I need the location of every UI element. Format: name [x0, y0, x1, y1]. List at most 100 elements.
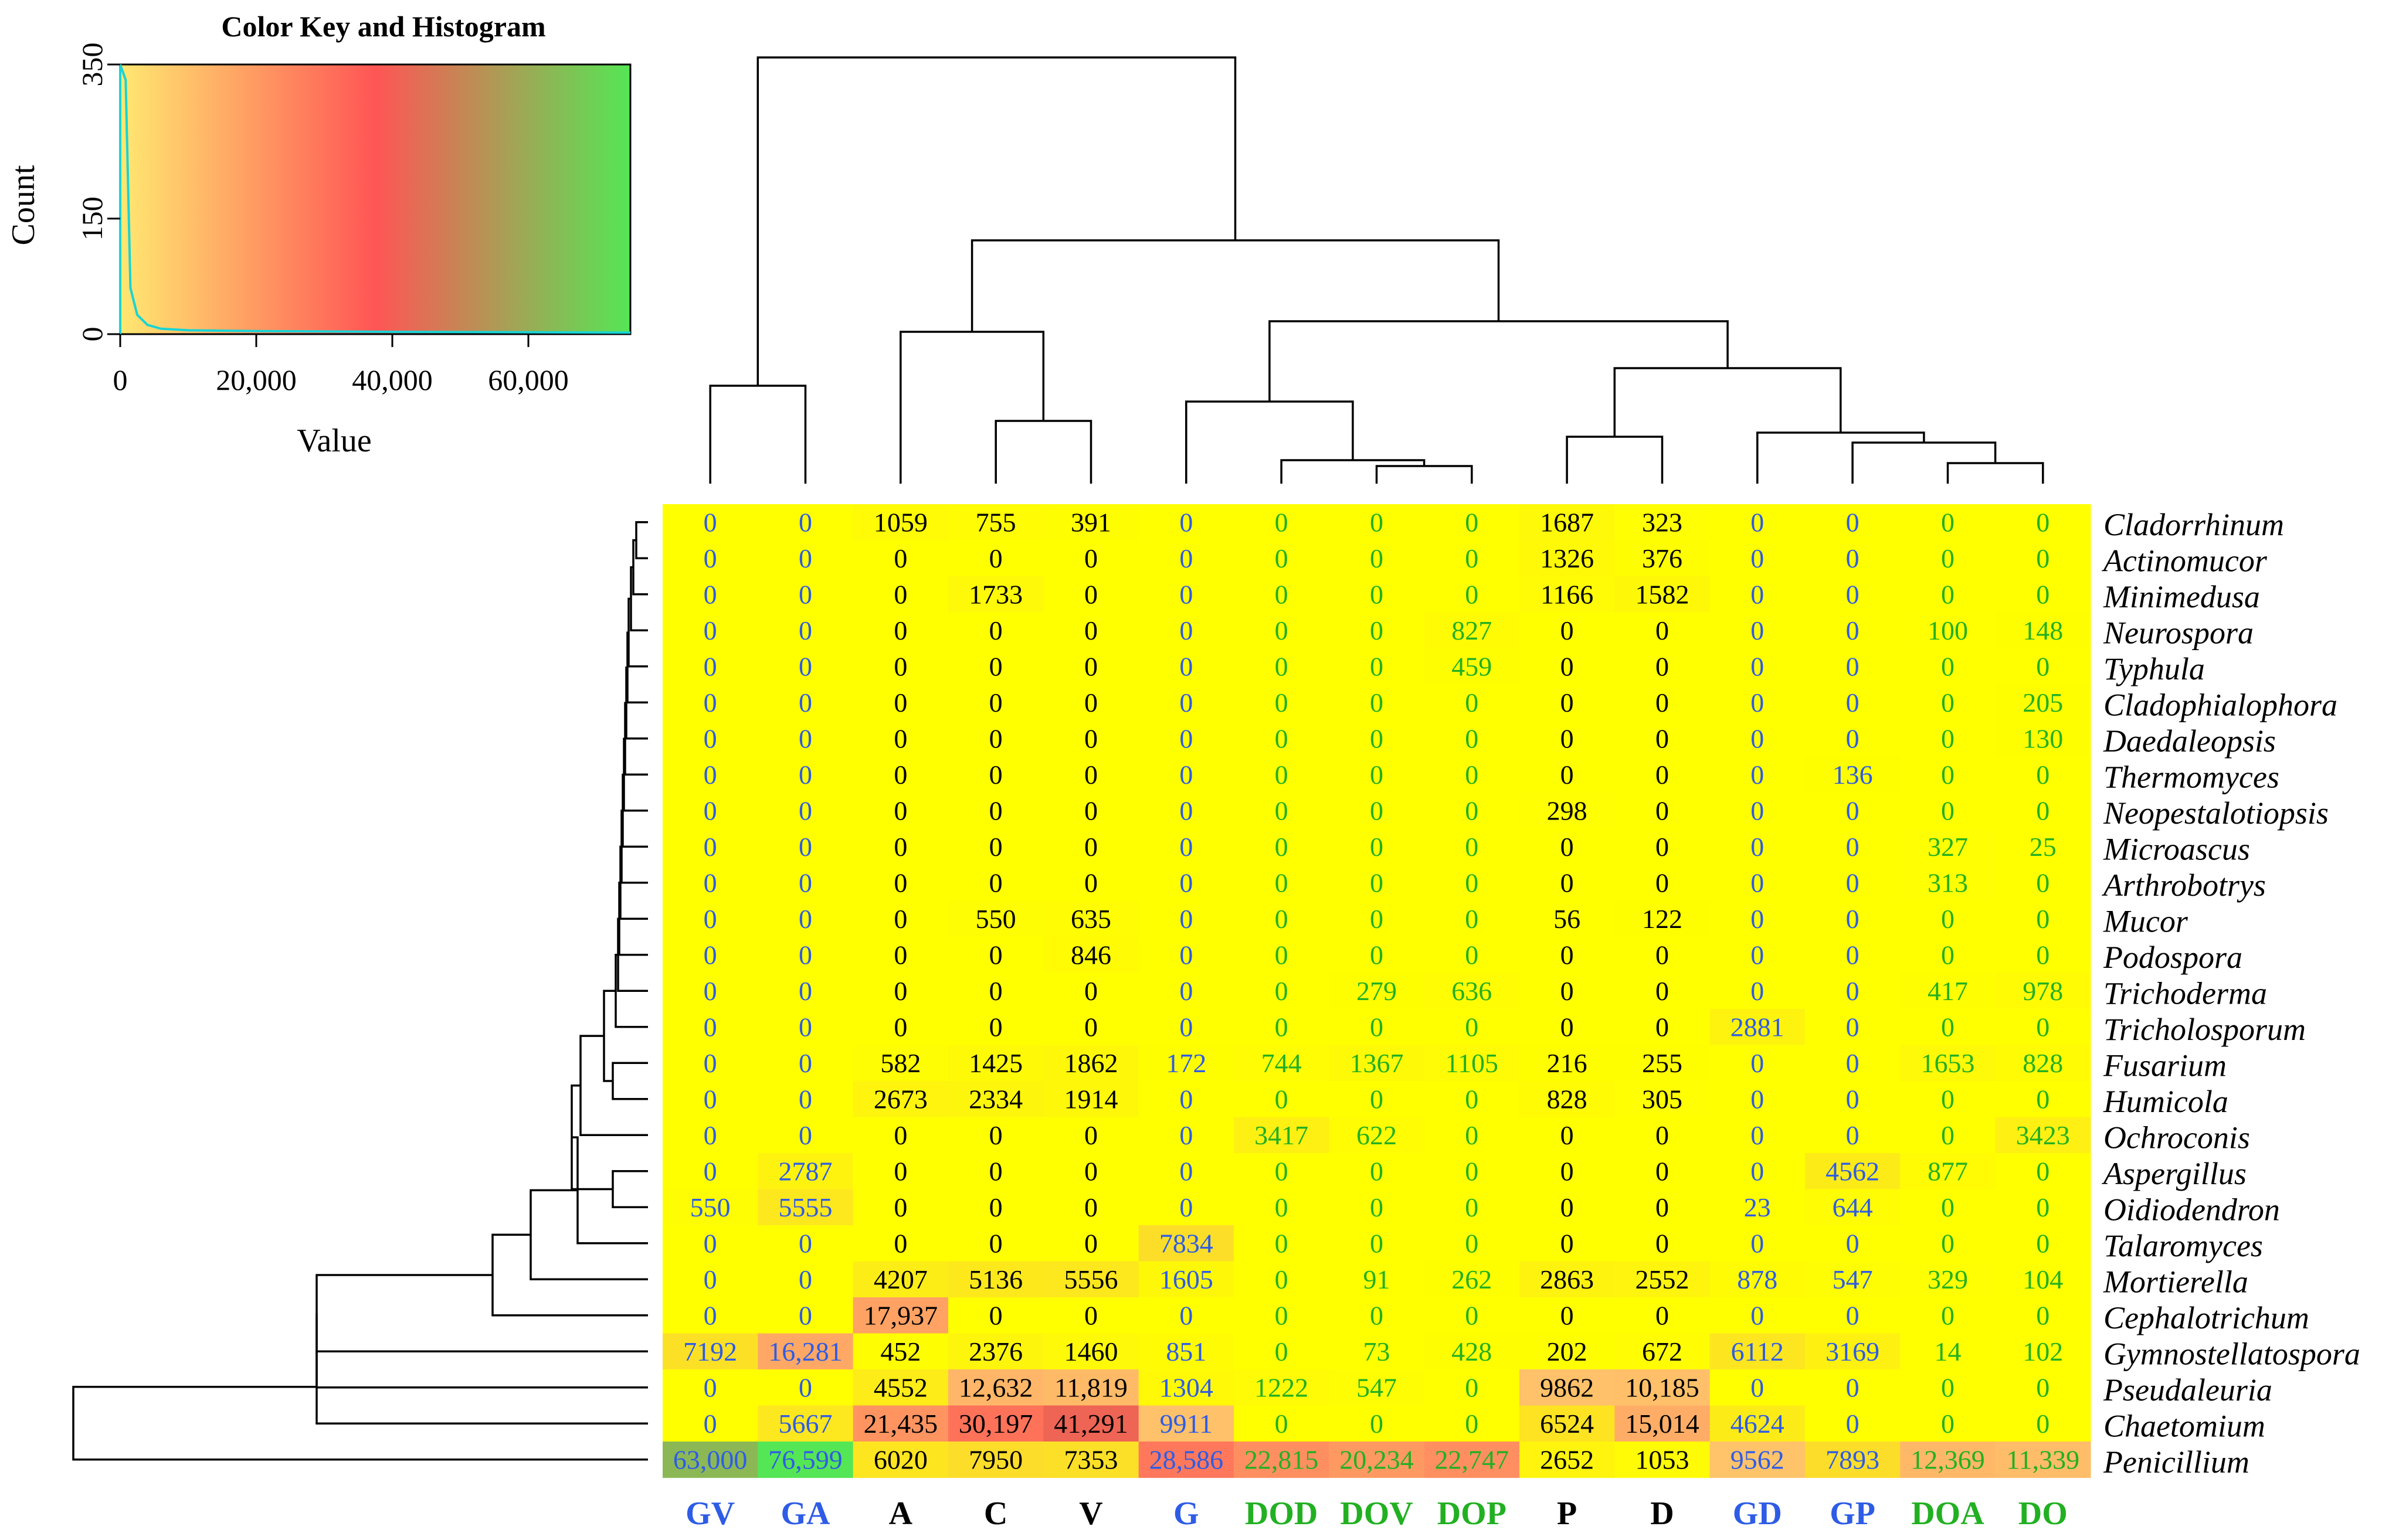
- heatmap-cell-value: 0: [2036, 579, 2050, 609]
- heatmap-cell: [1709, 1261, 1806, 1298]
- heatmap-cell-value: 0: [1560, 651, 1574, 681]
- heatmap-cell-value: 1367: [1349, 1048, 1403, 1078]
- heatmap-cell-value: 1653: [1920, 1048, 1974, 1078]
- heatmap-cell-value: 0: [1655, 688, 1669, 718]
- heatmap-cell-value: 12,632: [959, 1372, 1033, 1402]
- heatmap-cell: [663, 756, 758, 793]
- heatmap-cell: [1043, 1153, 1139, 1190]
- heatmap-cell-value: 0: [704, 904, 717, 934]
- heatmap-cell-value: 0: [2036, 1012, 2050, 1042]
- heatmap-cell-value: 0: [1275, 904, 1288, 934]
- heatmap-cell: [1233, 504, 1329, 541]
- heatmap-cell: [663, 1261, 758, 1298]
- heatmap-cell-value: 11,819: [1054, 1372, 1128, 1402]
- heatmap-cell-value: 9862: [1540, 1372, 1594, 1402]
- heatmap-cell-value: 0: [1846, 1228, 1860, 1258]
- heatmap-cell: [1995, 576, 2091, 613]
- row-label: Humicola: [2103, 1084, 2228, 1119]
- heatmap-cell: [1614, 828, 1711, 865]
- heatmap-cell-value: 1222: [1254, 1372, 1308, 1402]
- heatmap-cell-value: 0: [1275, 1264, 1288, 1294]
- heatmap-cell: [1995, 1045, 2091, 1082]
- heatmap-cell: [1995, 1225, 2091, 1262]
- heatmap-cell: [1424, 684, 1520, 721]
- heatmap-cell: [1614, 540, 1711, 577]
- heatmap-cell-value: 550: [976, 904, 1016, 934]
- heatmap-cell: [1995, 1153, 2091, 1190]
- heatmap-cell-value: 1304: [1159, 1372, 1213, 1402]
- heatmap-cell: [1804, 1261, 1901, 1298]
- heatmap-cell: [1043, 1297, 1139, 1334]
- heatmap-cell-value: 0: [799, 904, 812, 934]
- heatmap-cell: [853, 1225, 949, 1262]
- row-label: Podospora: [2103, 940, 2242, 975]
- column-dendrogram-branch: [709, 385, 807, 484]
- heatmap-cell-value: 22,815: [1244, 1444, 1319, 1474]
- heatmap-cell-value: 0: [1750, 868, 1764, 898]
- heatmap-cell: [663, 937, 758, 974]
- heatmap-cell: [758, 828, 854, 865]
- heatmap-cell-value: 0: [1084, 1192, 1098, 1222]
- heatmap-cell-value: 0: [1750, 832, 1764, 862]
- heatmap-cell: [758, 1225, 854, 1262]
- heatmap-cell: [1804, 1333, 1901, 1370]
- heatmap-cell: [1329, 1369, 1425, 1406]
- heatmap-cell-value: 0: [1846, 796, 1860, 825]
- color-key-gradient: [119, 63, 632, 335]
- heatmap-cell: [853, 793, 949, 830]
- heatmap-cell-value: 428: [1451, 1337, 1492, 1366]
- heatmap-cell: [1995, 684, 2091, 721]
- heatmap-cell: [1138, 1297, 1234, 1334]
- heatmap-cell-value: 0: [1370, 1156, 1383, 1186]
- heatmap-cell: [1804, 1045, 1901, 1082]
- row-label: Gymnostellatospora: [2103, 1336, 2360, 1371]
- heatmap-cell: [1614, 756, 1711, 793]
- heatmap-cell: [1424, 612, 1520, 649]
- heatmap-cell-value: 323: [1642, 507, 1682, 537]
- heatmap-cell-value: 0: [894, 868, 907, 898]
- heatmap-cell: [1329, 1261, 1425, 1298]
- heatmap-cell: [1424, 973, 1520, 1009]
- row-dendrogram-branch: [572, 1136, 648, 1245]
- heatmap-cell-value: 0: [1846, 651, 1860, 681]
- heatmap-cell: [1804, 1297, 1901, 1334]
- heatmap-cell-value: 0: [894, 616, 907, 645]
- heatmap-cell-value: 0: [894, 904, 907, 934]
- heatmap-cell: [1519, 828, 1615, 865]
- column-label: A: [889, 1495, 913, 1532]
- heatmap-cell: [1138, 900, 1234, 937]
- heatmap-cell-value: 0: [1750, 1372, 1764, 1402]
- heatmap-cell: [1233, 1333, 1329, 1370]
- heatmap-cell-value: 0: [2036, 1084, 2050, 1114]
- heatmap-cell: [948, 684, 1044, 721]
- heatmap-cell-value: 0: [1465, 1156, 1478, 1186]
- heatmap-cell: [758, 1189, 854, 1226]
- heatmap-cell-value: 0: [1655, 868, 1669, 898]
- heatmap-cell-value: 0: [1560, 1192, 1574, 1222]
- heatmap-cell-value: 1059: [874, 507, 928, 537]
- heatmap-cell-value: 0: [894, 976, 907, 1006]
- heatmap-cell-value: 0: [704, 723, 717, 753]
- column-label: GV: [686, 1495, 735, 1532]
- heatmap-cell-value: 205: [2023, 688, 2063, 718]
- heatmap-cell: [1614, 973, 1711, 1009]
- heatmap-cell: [1138, 1369, 1234, 1406]
- heatmap-cell-value: 0: [1941, 1228, 1955, 1258]
- heatmap-cell: [1709, 1117, 1806, 1154]
- heatmap-cell-value: 0: [799, 507, 812, 537]
- heatmap-cell-value: 0: [1179, 543, 1193, 573]
- heatmap-cell-value: 4624: [1730, 1409, 1784, 1439]
- heatmap-cell-value: 1326: [1540, 543, 1594, 573]
- heatmap-cell-value: 0: [704, 579, 717, 609]
- heatmap-cell-value: 5556: [1064, 1264, 1118, 1294]
- heatmap-cell-value: 0: [1465, 904, 1478, 934]
- heatmap-cell-value: 0: [1275, 796, 1288, 825]
- heatmap-cell-value: 0: [1370, 1409, 1383, 1439]
- heatmap-cell: [1519, 576, 1615, 613]
- heatmap-cell: [1138, 937, 1234, 974]
- heatmap-cell-value: 11,339: [2006, 1444, 2079, 1474]
- heatmap-cell-value: 0: [1465, 1228, 1478, 1258]
- heatmap-cell-value: 0: [989, 688, 1003, 718]
- heatmap-cell: [1233, 1081, 1329, 1118]
- heatmap-cell-value: 0: [1275, 1409, 1288, 1439]
